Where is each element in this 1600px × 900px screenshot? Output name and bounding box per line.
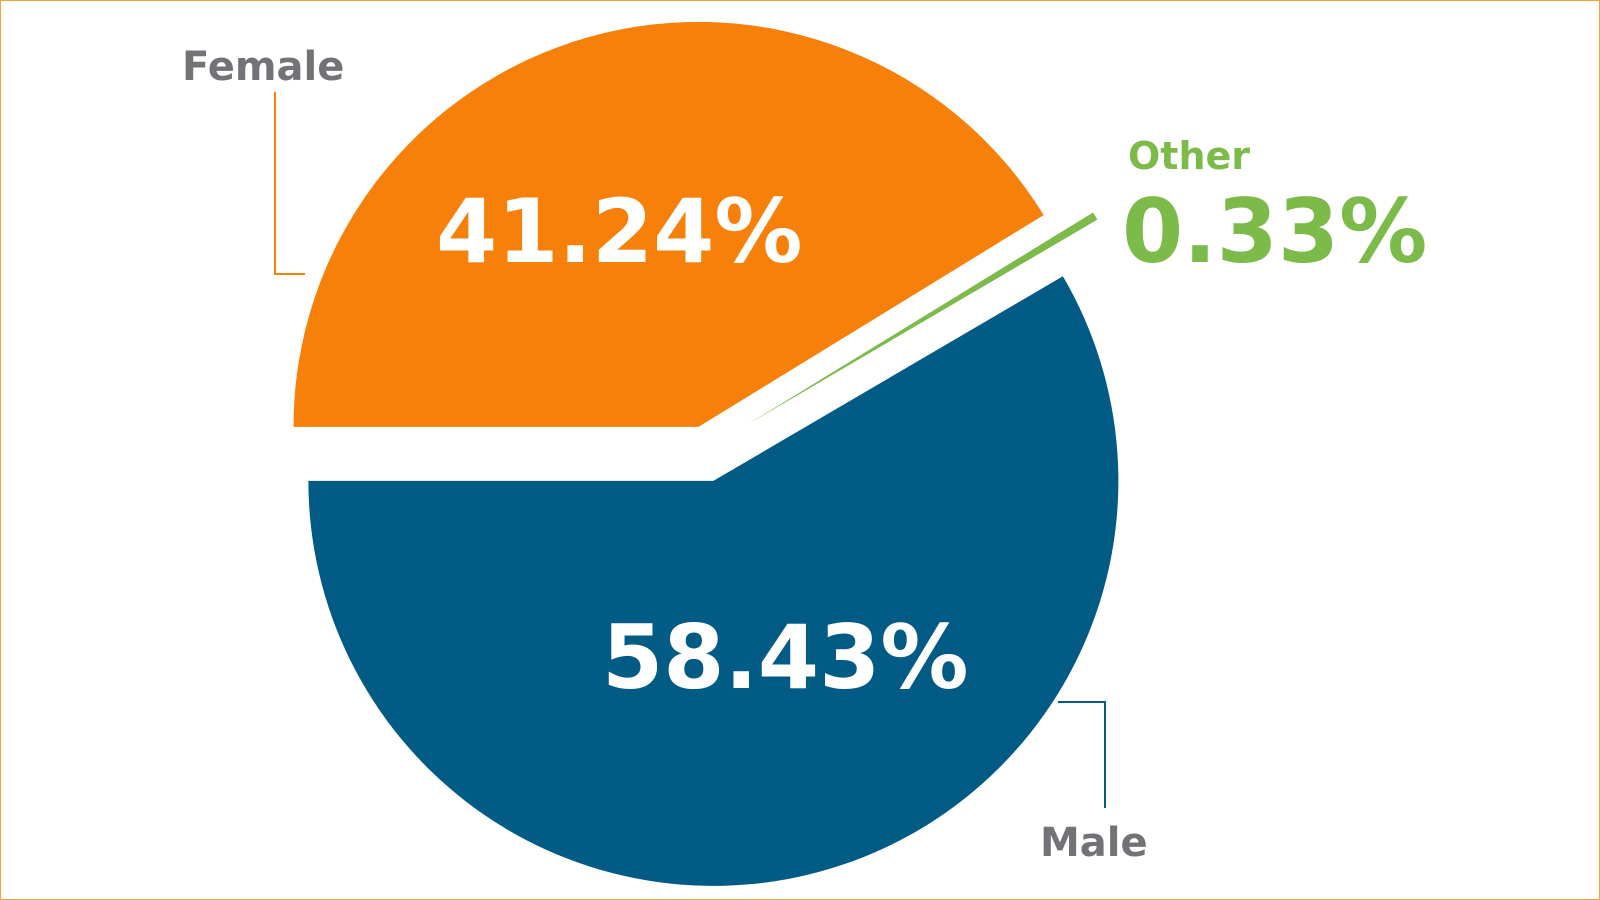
female-leader-line [274,92,305,275]
other-percentage-label: 0.33% [1122,180,1427,283]
other-category-label: Other [1128,134,1250,178]
female-percentage-label: 41.24% [436,180,803,283]
male-category-label: Male [1040,820,1148,866]
pie-slices [293,21,1119,886]
female-category-label: Female [182,44,344,90]
slice-male [308,276,1119,886]
male-leader-line [1058,701,1106,808]
male-percentage-label: 58.43% [602,606,969,709]
slice-female [293,21,1044,427]
slice-other [747,212,1098,425]
